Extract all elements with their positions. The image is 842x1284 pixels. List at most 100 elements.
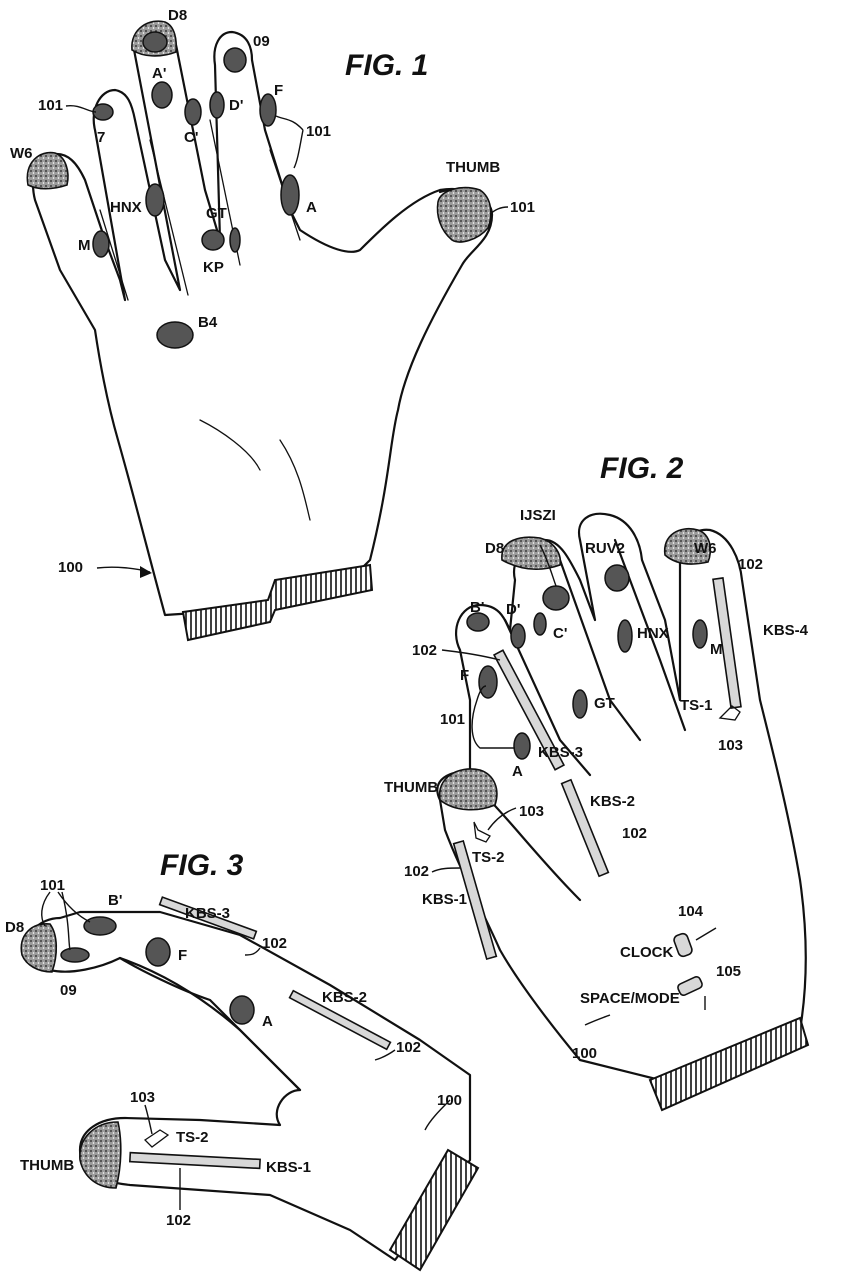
fig2-label-hnx: HNX — [637, 625, 669, 642]
fig2-label-104: 104 — [678, 903, 704, 920]
fig3-cuff — [388, 1148, 480, 1272]
fig3-label-o9: 09 — [60, 982, 77, 999]
fig1-label-w6: W6 — [10, 145, 33, 162]
fig1-pad-kp — [229, 227, 241, 253]
fig2-pad-gt — [572, 689, 588, 719]
fig2-label-f: F — [460, 667, 469, 684]
fig1-palm-crease — [279, 439, 311, 521]
fig3-glove-outline — [26, 910, 472, 1262]
fig3-label-101: 101 — [40, 877, 65, 894]
fig1-label-100: 100 — [58, 559, 83, 576]
fig1-pad-gt — [201, 229, 225, 251]
fig1-pad-d8 — [142, 31, 168, 53]
fig1-label-thumb: THUMB — [446, 159, 500, 176]
fig2-label-a: A — [512, 763, 523, 780]
fig2-bar-kbs3 — [492, 649, 566, 771]
fig1-pad-b4 — [156, 321, 194, 349]
fig1-tip-w6 — [26, 151, 69, 190]
fig2-label-gt: GT — [594, 695, 615, 712]
fig1-label-m: M — [78, 237, 91, 254]
fig1-label-gt: GT — [206, 205, 227, 222]
fig3-label-103: 103 — [130, 1089, 155, 1106]
fig2-label-101: 101 — [440, 711, 465, 728]
fig2-label-ts2: TS-2 — [472, 849, 505, 866]
fig3-bar-kbs2 — [288, 989, 392, 1051]
fig3-label-102-c: 102 — [166, 1212, 191, 1229]
fig3-label-thumb: THUMB — [20, 1157, 74, 1174]
fig1-pad-d-prime — [209, 91, 225, 119]
fig3-finger-split — [118, 956, 302, 1092]
fig2-label-d-prime: D' — [506, 601, 520, 618]
fig2-label-clock: CLOCK — [620, 944, 673, 961]
fig2-pad-f — [478, 665, 498, 699]
fig2-leader-102-left — [441, 649, 501, 661]
fig3-label-ts2: TS-2 — [176, 1129, 209, 1146]
fig1-pad-a — [280, 174, 300, 216]
fig2-label-ts1: TS-1 — [680, 697, 713, 714]
fig2-label-kbs4: KBS-4 — [763, 622, 809, 639]
fig2-label-space-mode: SPACE/MODE — [580, 990, 680, 1007]
fig2-label-b-prime: B' — [470, 599, 484, 616]
fig2-index-finger — [503, 618, 592, 777]
fig1-label-d8: D8 — [168, 7, 187, 24]
fig2-title: FIG. 2 — [600, 452, 684, 485]
fig1-label-kp: KP — [203, 259, 224, 276]
fig2-leader-101 — [471, 685, 515, 749]
fig1-tip-thumb — [436, 186, 492, 243]
fig3-leader-102-b — [374, 1049, 396, 1061]
fig2-pad-c-prime — [533, 612, 547, 636]
fig1-title: FIG. 1 — [345, 49, 428, 82]
fig2-label-d8: D8 — [485, 540, 504, 557]
fig2-glove-outline — [436, 512, 807, 1082]
fig1-palm-crease — [199, 419, 261, 471]
fig2-label-kbs3: KBS-3 — [538, 744, 583, 761]
fig3-label-kbs2: KBS-2 — [322, 989, 367, 1006]
fig2-label-c-prime: C' — [553, 625, 567, 642]
fig3-label-kbs3: KBS-3 — [185, 905, 230, 922]
fig1-label-101-left: 101 — [38, 97, 63, 114]
fig3-leader-102-a — [244, 947, 261, 956]
fig2-label-105: 105 — [716, 963, 741, 980]
fig1-label-c-prime: C' — [184, 129, 198, 146]
fig1-pad-hnx — [145, 183, 165, 217]
fig3-tip-thumb — [79, 1121, 122, 1189]
fig3-title: FIG. 3 — [160, 849, 244, 882]
fig2-tip-d8 — [501, 536, 562, 570]
fig3-label-100: 100 — [437, 1092, 462, 1109]
fig2-pad-ruv2 — [604, 564, 630, 592]
fig2-label-102-low: 102 — [404, 863, 429, 880]
fig3-label-kbs1: KBS-1 — [266, 1159, 311, 1176]
fig3-bar-kbs3 — [158, 896, 258, 940]
fig2-label-kbs1: KBS-1 — [422, 891, 467, 908]
fig1-label-hnx: HNX — [110, 199, 142, 216]
fig2-switch-ts1 — [718, 705, 741, 721]
fig1-cuff — [181, 563, 374, 642]
fig2-bar-kbs2 — [560, 778, 610, 878]
fig2-cuff — [648, 1016, 810, 1112]
fig2-label-102-top: 102 — [738, 556, 763, 573]
fig2-ring-finger — [613, 538, 687, 732]
fig2-bar-kbs1 — [452, 839, 498, 961]
fig2-label-102-mid: 102 — [622, 825, 647, 842]
fig1-label-101-right: 101 — [306, 123, 331, 140]
fig2-leader-ijszi — [539, 544, 557, 587]
fig1-label-f: F — [274, 82, 283, 99]
fig3-pad-a — [229, 995, 255, 1025]
fig3-label-102-b: 102 — [396, 1039, 421, 1056]
fig2-pad-ijszi — [542, 585, 570, 611]
fig3-label-a: A — [262, 1013, 273, 1030]
fig2-clock-component — [673, 932, 693, 958]
fig2-switch-ts2 — [473, 821, 491, 843]
fig3-pad-b-prime — [83, 916, 117, 936]
fig2-pad-m — [692, 619, 708, 649]
figure-3: FIG. 3 101 B' KBS-3 D8 102 F 09 KBS-2 A — [5, 849, 480, 1272]
figure-2: FIG. 2 — [384, 452, 810, 1112]
fig3-bar-kbs1 — [128, 1151, 261, 1170]
fig3-leader-103 — [144, 1104, 153, 1135]
fig2-label-w6: W6 — [694, 540, 717, 557]
fig1-label-a: A — [306, 199, 317, 216]
fig1-leader-101-thumb — [489, 206, 509, 215]
fig2-label-102-left: 102 — [412, 642, 437, 659]
fig1-label-d-prime: D' — [229, 97, 243, 114]
